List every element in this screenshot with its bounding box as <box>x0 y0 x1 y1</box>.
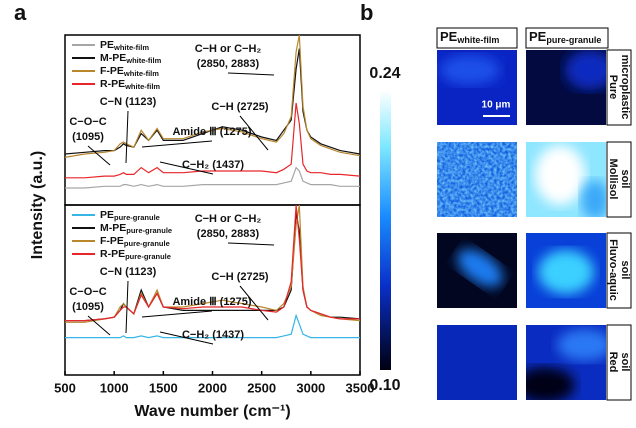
spectrum-line <box>65 102 361 179</box>
column-header-box <box>525 27 609 49</box>
x-tick-label: 500 <box>54 380 76 395</box>
x-tick-label: 2500 <box>247 380 276 395</box>
legend-sub: pure-granule <box>124 239 170 248</box>
row-label: soil <box>619 261 631 280</box>
legend-name: M-PE <box>100 52 126 64</box>
panel-label: a <box>14 0 27 25</box>
legend-sub: pure-granule <box>114 213 160 222</box>
row-label: microplastic <box>619 55 631 120</box>
row-label-box <box>606 324 632 401</box>
annotation-arrow <box>141 140 213 148</box>
column-header: PEwhite-film <box>440 29 499 45</box>
annotation: (2850, 2883) <box>197 228 260 240</box>
row-label: Mollisol <box>607 159 619 200</box>
annotation-arrow <box>239 115 269 151</box>
legend-name: M-PE <box>100 222 126 234</box>
spectrum-line <box>65 166 360 189</box>
legend-label: F-PEwhite-film <box>100 65 159 78</box>
x-tick-label: 1500 <box>149 380 178 395</box>
annotation: C−N (1123) <box>100 266 157 278</box>
row-label: Red <box>607 352 619 373</box>
legend-label: M-PEpure-granule <box>100 222 172 235</box>
column-header: PEpure-granule <box>529 29 601 45</box>
annotation: (2850, 2883) <box>197 58 260 70</box>
legend-name: PE <box>100 39 114 51</box>
spectrum-line <box>65 204 360 322</box>
annotation: (1095) <box>72 301 104 313</box>
column-name: PE <box>440 29 458 44</box>
legend-name: F-PE <box>100 65 124 77</box>
legend-sub: pure-granule <box>126 226 172 235</box>
annotation-arrow <box>159 161 214 175</box>
x-tick-label: 3500 <box>346 380 375 395</box>
scale-bar-label: 10 μm <box>482 100 511 111</box>
annotation: C−H or C−H₂ <box>195 213 262 225</box>
y-axis-label: Intensity (a.u.) <box>29 151 46 259</box>
row-label: Pure <box>607 75 619 99</box>
micrographs: 10 μm <box>437 50 606 400</box>
legend-sub: white-film <box>113 43 149 52</box>
annotation: Amide Ⅲ (1275) <box>172 126 251 138</box>
legend-name: F-PE <box>100 235 124 247</box>
legend-label: M-PEwhite-film <box>100 52 162 65</box>
annotation-arrow <box>141 310 213 318</box>
column-sub: pure-granule <box>546 35 601 45</box>
spectrum-line <box>65 313 360 339</box>
annotation: C−N (1123) <box>100 96 157 108</box>
legend-sub: white-film <box>125 56 161 65</box>
legend-name: R-PE <box>100 78 125 90</box>
row-label-box <box>606 49 632 126</box>
annotation: (1095) <box>72 131 104 143</box>
annotation: C−O−C <box>69 286 106 298</box>
annotation: C−O−C <box>69 116 106 128</box>
legend-sub: white-film <box>124 82 160 91</box>
panel-label: b <box>360 0 373 25</box>
annotation-arrow <box>125 280 129 334</box>
x-tick-label: 3000 <box>296 380 325 395</box>
annotation-arrow <box>239 285 269 321</box>
legend-label: R-PEpure-granule <box>100 248 171 261</box>
legend-label: PEwhite-film <box>100 39 149 52</box>
row-label: soil <box>619 170 631 189</box>
column-name: PE <box>529 29 547 44</box>
legend-label: R-PEwhite-film <box>100 78 160 91</box>
annotation: C−H (2725) <box>211 101 269 113</box>
column-header-box <box>436 27 518 49</box>
annotation-arrow <box>87 315 111 336</box>
legend-label: F-PEpure-granule <box>100 235 170 248</box>
row-label-box <box>606 232 632 309</box>
annotation-arrow <box>227 72 275 76</box>
annotation-arrow <box>125 110 129 164</box>
annotation: C−H₂ (1437) <box>182 329 244 341</box>
annotation-arrow <box>87 145 111 166</box>
row-label-box <box>606 141 632 218</box>
legend-sub: white-film <box>123 69 159 78</box>
legend-label: PEpure-granule <box>100 209 160 222</box>
colorbar-tick-label: 0.10 <box>369 377 400 394</box>
row-label: soil <box>619 353 631 372</box>
x-axis-label: Wave number (cm⁻¹) <box>134 403 290 420</box>
spectrum-line <box>64 34 361 158</box>
row-label: Fluvo-aquic <box>607 239 619 301</box>
x-tick-label: 2000 <box>198 380 227 395</box>
colorbar-tick-label: 0.24 <box>369 65 400 82</box>
column-sub: white-film <box>456 35 499 45</box>
legend-name: R-PE <box>100 248 125 260</box>
annotation: Amide Ⅲ (1275) <box>172 296 251 308</box>
annotation-arrow <box>227 242 275 246</box>
colorbar <box>380 90 391 370</box>
annotation: C−H or C−H₂ <box>195 43 262 55</box>
annotation: C−H₂ (1437) <box>182 159 244 171</box>
annotation-arrow <box>159 331 214 345</box>
x-tick-label: 1000 <box>100 380 129 395</box>
legend-sub: pure-granule <box>125 252 171 261</box>
annotation: C−H (2725) <box>211 271 269 283</box>
legend-name: PE <box>100 209 114 221</box>
